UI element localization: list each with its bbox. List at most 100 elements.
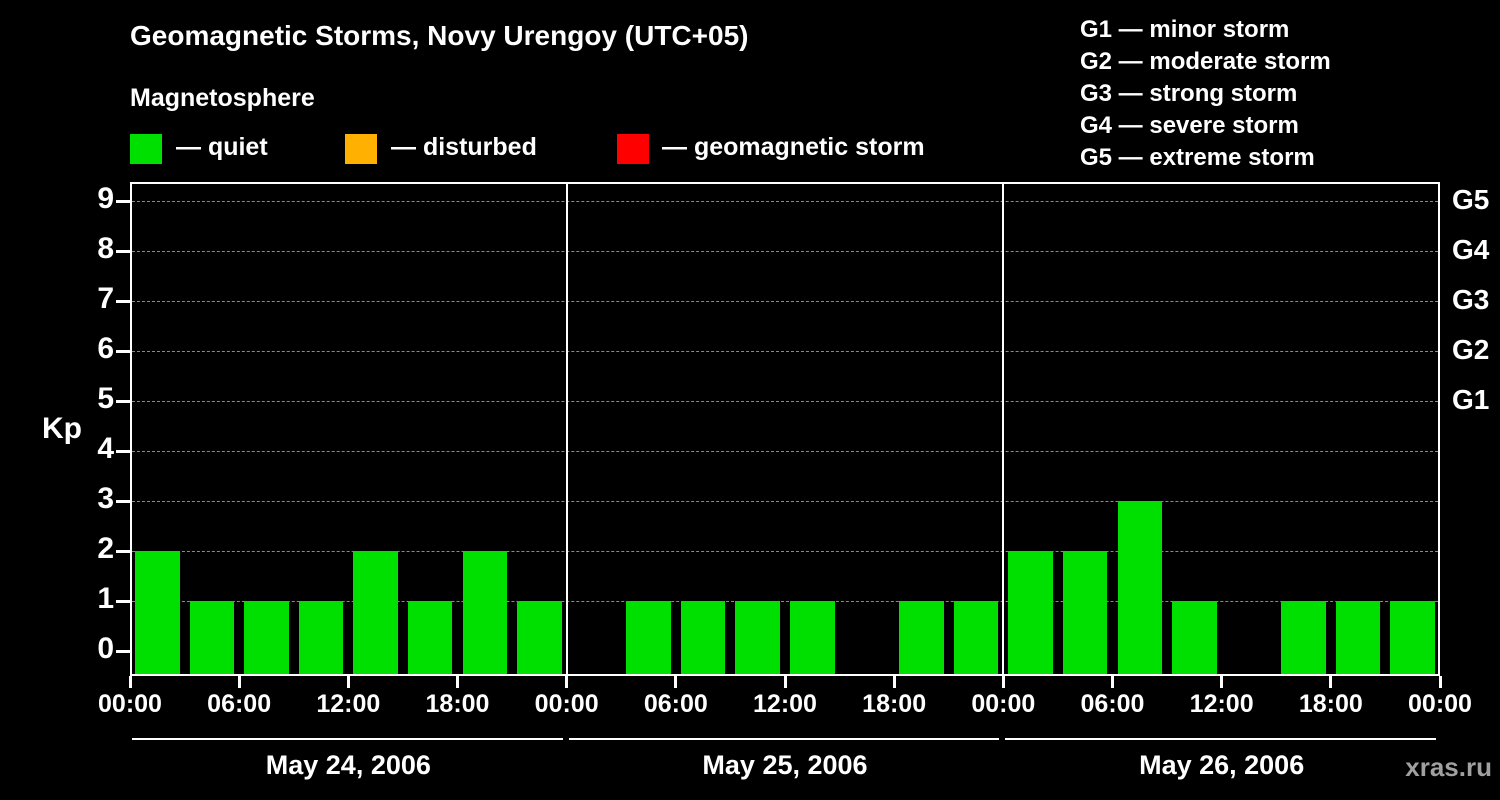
y-tick-mark bbox=[116, 550, 130, 553]
x-tick-mark bbox=[346, 676, 350, 688]
x-tick-label: 12:00 bbox=[1189, 690, 1254, 718]
storm-label: — geomagnetic storm bbox=[662, 133, 925, 161]
x-tick-label: 00:00 bbox=[1408, 690, 1472, 718]
g-axis-label-g1: G1 bbox=[1452, 384, 1490, 415]
kp-bar bbox=[953, 601, 999, 674]
g-axis-label-g2: G2 bbox=[1452, 334, 1490, 365]
gridline bbox=[132, 251, 1438, 252]
quiet-label: — quiet bbox=[176, 133, 268, 161]
x-tick-mark bbox=[1001, 676, 1005, 688]
date-label: May 26, 2006 bbox=[1139, 750, 1305, 780]
y-tick-label: 4 bbox=[97, 432, 114, 465]
y-tick-mark bbox=[116, 200, 130, 203]
y-tick-label: 0 bbox=[97, 632, 114, 665]
y-tick-label: 1 bbox=[97, 582, 114, 615]
kp-bar bbox=[626, 601, 671, 674]
disturbed-label: — disturbed bbox=[391, 133, 537, 161]
g5-legend-line: G5 — extreme storm bbox=[1080, 144, 1315, 171]
y-tick-label: 9 bbox=[97, 182, 114, 215]
date-label: May 24, 2006 bbox=[265, 750, 431, 780]
kp-bar bbox=[1281, 601, 1326, 674]
x-tick-mark bbox=[128, 676, 132, 688]
x-tick-mark bbox=[892, 676, 896, 688]
page-title: Geomagnetic Storms, Novy Urengoy (UTC+05… bbox=[130, 20, 749, 51]
x-tick-label: 18:00 bbox=[862, 690, 927, 718]
x-tick-mark bbox=[674, 676, 678, 688]
storm-swatch-icon bbox=[617, 134, 649, 164]
date-bracket bbox=[1005, 738, 1436, 740]
x-tick-mark bbox=[783, 676, 787, 688]
gridline bbox=[132, 451, 1438, 452]
g-scale-legend: G1 — minor storm G2 — moderate storm G3 … bbox=[1080, 14, 1331, 174]
kp-bar bbox=[189, 601, 235, 674]
y-axis-title: Kp bbox=[42, 412, 82, 445]
date-bracket bbox=[568, 738, 1000, 740]
y-tick-mark bbox=[116, 600, 130, 603]
x-tick-label: 00:00 bbox=[534, 690, 599, 718]
x-tick-label: 00:00 bbox=[98, 690, 162, 718]
y-tick-mark bbox=[116, 450, 130, 453]
kp-bar bbox=[135, 551, 180, 674]
kp-bar bbox=[899, 601, 944, 674]
day-divider bbox=[1002, 184, 1005, 674]
kp-bar bbox=[353, 551, 398, 674]
x-tick-mark bbox=[1329, 676, 1333, 688]
g-axis-label-g5: G5 bbox=[1452, 184, 1490, 215]
kp-bar bbox=[790, 601, 835, 674]
g3-legend-line: G3 — strong storm bbox=[1080, 80, 1298, 107]
g-axis-label-g3: G3 bbox=[1452, 284, 1490, 315]
subtitle-magnetosphere: Magnetosphere bbox=[130, 84, 315, 112]
kp-bar bbox=[1117, 501, 1163, 674]
kp-bar bbox=[735, 601, 780, 674]
kp-bar bbox=[1335, 601, 1381, 674]
gridline bbox=[132, 501, 1438, 502]
date-label: May 25, 2006 bbox=[702, 750, 868, 780]
plot-frame bbox=[130, 182, 1440, 676]
x-tick-label: 18:00 bbox=[425, 690, 490, 718]
kp-bar bbox=[244, 601, 289, 674]
kp-bar bbox=[517, 601, 562, 674]
gridline bbox=[132, 401, 1438, 402]
kp-bar bbox=[407, 601, 453, 674]
kp-bar bbox=[298, 601, 344, 674]
y-tick-mark bbox=[116, 400, 130, 403]
y-tick-mark bbox=[116, 500, 130, 503]
gridline bbox=[132, 201, 1438, 202]
y-tick-label: 6 bbox=[97, 332, 114, 365]
x-tick-label: 18:00 bbox=[1298, 690, 1363, 718]
g4-legend-line: G4 — severe storm bbox=[1080, 112, 1299, 139]
x-tick-label: 12:00 bbox=[753, 690, 817, 718]
x-tick-mark bbox=[1111, 676, 1114, 688]
x-tick-mark bbox=[565, 676, 569, 688]
y-tick-label: 5 bbox=[97, 382, 114, 415]
y-tick-label: 2 bbox=[97, 532, 114, 565]
kp-bar bbox=[680, 601, 726, 674]
y-tick-mark bbox=[116, 350, 130, 353]
x-tick-label: 06:00 bbox=[1080, 690, 1145, 718]
kp-bar bbox=[1008, 551, 1053, 674]
kp-bar bbox=[1062, 551, 1108, 674]
x-tick-label: 06:00 bbox=[207, 690, 272, 718]
date-bracket bbox=[132, 738, 563, 740]
disturbed-swatch-icon bbox=[345, 134, 377, 164]
y-tick-label: 7 bbox=[97, 282, 114, 315]
gridline bbox=[132, 601, 1438, 602]
x-tick-mark bbox=[237, 676, 241, 688]
y-tick-label: 3 bbox=[97, 482, 114, 515]
watermark-xras: xras.ru bbox=[1405, 752, 1492, 782]
quiet-swatch-icon bbox=[130, 134, 162, 164]
x-tick-mark bbox=[1220, 676, 1224, 688]
kp-bar bbox=[1172, 601, 1217, 674]
kp-bar bbox=[1390, 601, 1435, 674]
y-tick-mark bbox=[116, 250, 130, 253]
gridline bbox=[132, 351, 1438, 352]
x-tick-mark bbox=[456, 676, 459, 688]
x-tick-label: 00:00 bbox=[971, 690, 1036, 718]
gridline bbox=[132, 301, 1438, 302]
g1-legend-line: G1 — minor storm bbox=[1080, 16, 1290, 43]
x-tick-label: 12:00 bbox=[316, 690, 381, 718]
y-tick-label: 8 bbox=[97, 232, 114, 265]
y-tick-mark bbox=[116, 300, 130, 303]
g2-legend-line: G2 — moderate storm bbox=[1080, 48, 1331, 75]
